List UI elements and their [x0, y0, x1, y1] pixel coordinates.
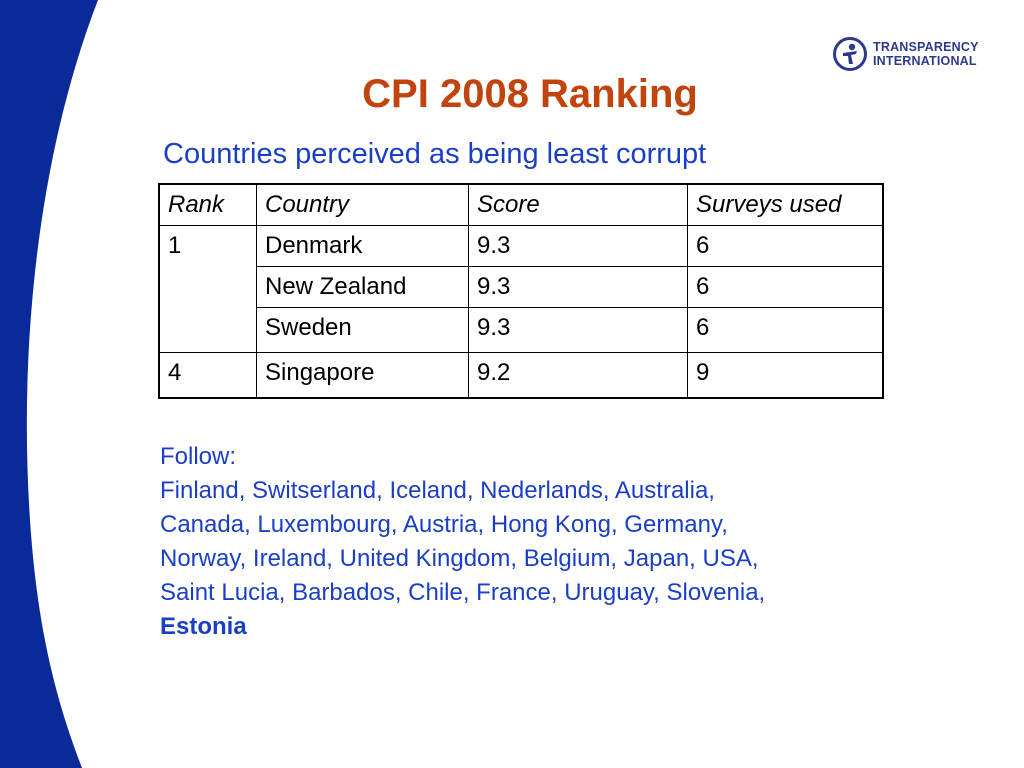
- header-rank: Rank: [158, 183, 257, 226]
- cell-surveys: 9: [687, 352, 884, 399]
- slide-title: CPI 2008 Ranking: [362, 72, 698, 116]
- cell-score: 9.3: [468, 266, 688, 308]
- cell-score: 9.3: [468, 225, 688, 267]
- globe-person-icon: [833, 37, 867, 71]
- cell-country: New Zealand: [256, 266, 469, 308]
- follow-line: Saint Lucia, Barbados, Chile, France, Ur…: [160, 579, 766, 606]
- cell-surveys: 6: [687, 225, 884, 267]
- table-row: 1 Denmark 9.3 6: [158, 225, 884, 353]
- logo-wordmark: TRANSPARENCY INTERNATIONAL: [873, 40, 979, 68]
- table-header-row: Rank Country Score Surveys used: [158, 183, 884, 226]
- cell-score: 9.2: [468, 352, 688, 399]
- header-surveys-used: Surveys used: [687, 183, 884, 226]
- cell-rank: 4: [158, 352, 257, 399]
- cell-country: Singapore: [256, 352, 469, 399]
- cell-country: Sweden: [256, 307, 469, 353]
- transparency-international-logo: TRANSPARENCY INTERNATIONAL: [833, 34, 1003, 74]
- ranking-table: Rank Country Score Surveys used 1 Denmar…: [158, 183, 884, 399]
- cell-rank: 1: [158, 225, 257, 353]
- cell-surveys: 6: [687, 266, 884, 308]
- logo-line-1: TRANSPARENCY: [873, 40, 979, 54]
- follow-line: Finland, Switserland, Iceland, Nederland…: [160, 477, 715, 504]
- table-row: 4 Singapore 9.2 9: [158, 352, 884, 399]
- highlighted-country: Estonia: [160, 613, 247, 640]
- cell-country: Denmark: [256, 225, 469, 267]
- decorative-side-band: [0, 0, 98, 768]
- table-row: Sweden 9.3 6: [159, 307, 884, 353]
- cell-surveys: 6: [687, 307, 884, 353]
- slide-subtitle: Countries perceived as being least corru…: [163, 138, 707, 170]
- logo-line-2: INTERNATIONAL: [873, 54, 977, 68]
- follow-countries-text: Follow: Finland, Switserland, Iceland, N…: [160, 440, 920, 644]
- header-country: Country: [256, 183, 469, 226]
- follow-line: Canada, Luxembourg, Austria, Hong Kong, …: [160, 511, 728, 538]
- table-row: New Zealand 9.3 6: [159, 266, 884, 308]
- follow-line: Norway, Ireland, United Kingdom, Belgium…: [160, 545, 759, 572]
- header-score: Score: [468, 183, 688, 226]
- follow-label: Follow:: [160, 443, 237, 470]
- cell-score: 9.3: [468, 307, 688, 353]
